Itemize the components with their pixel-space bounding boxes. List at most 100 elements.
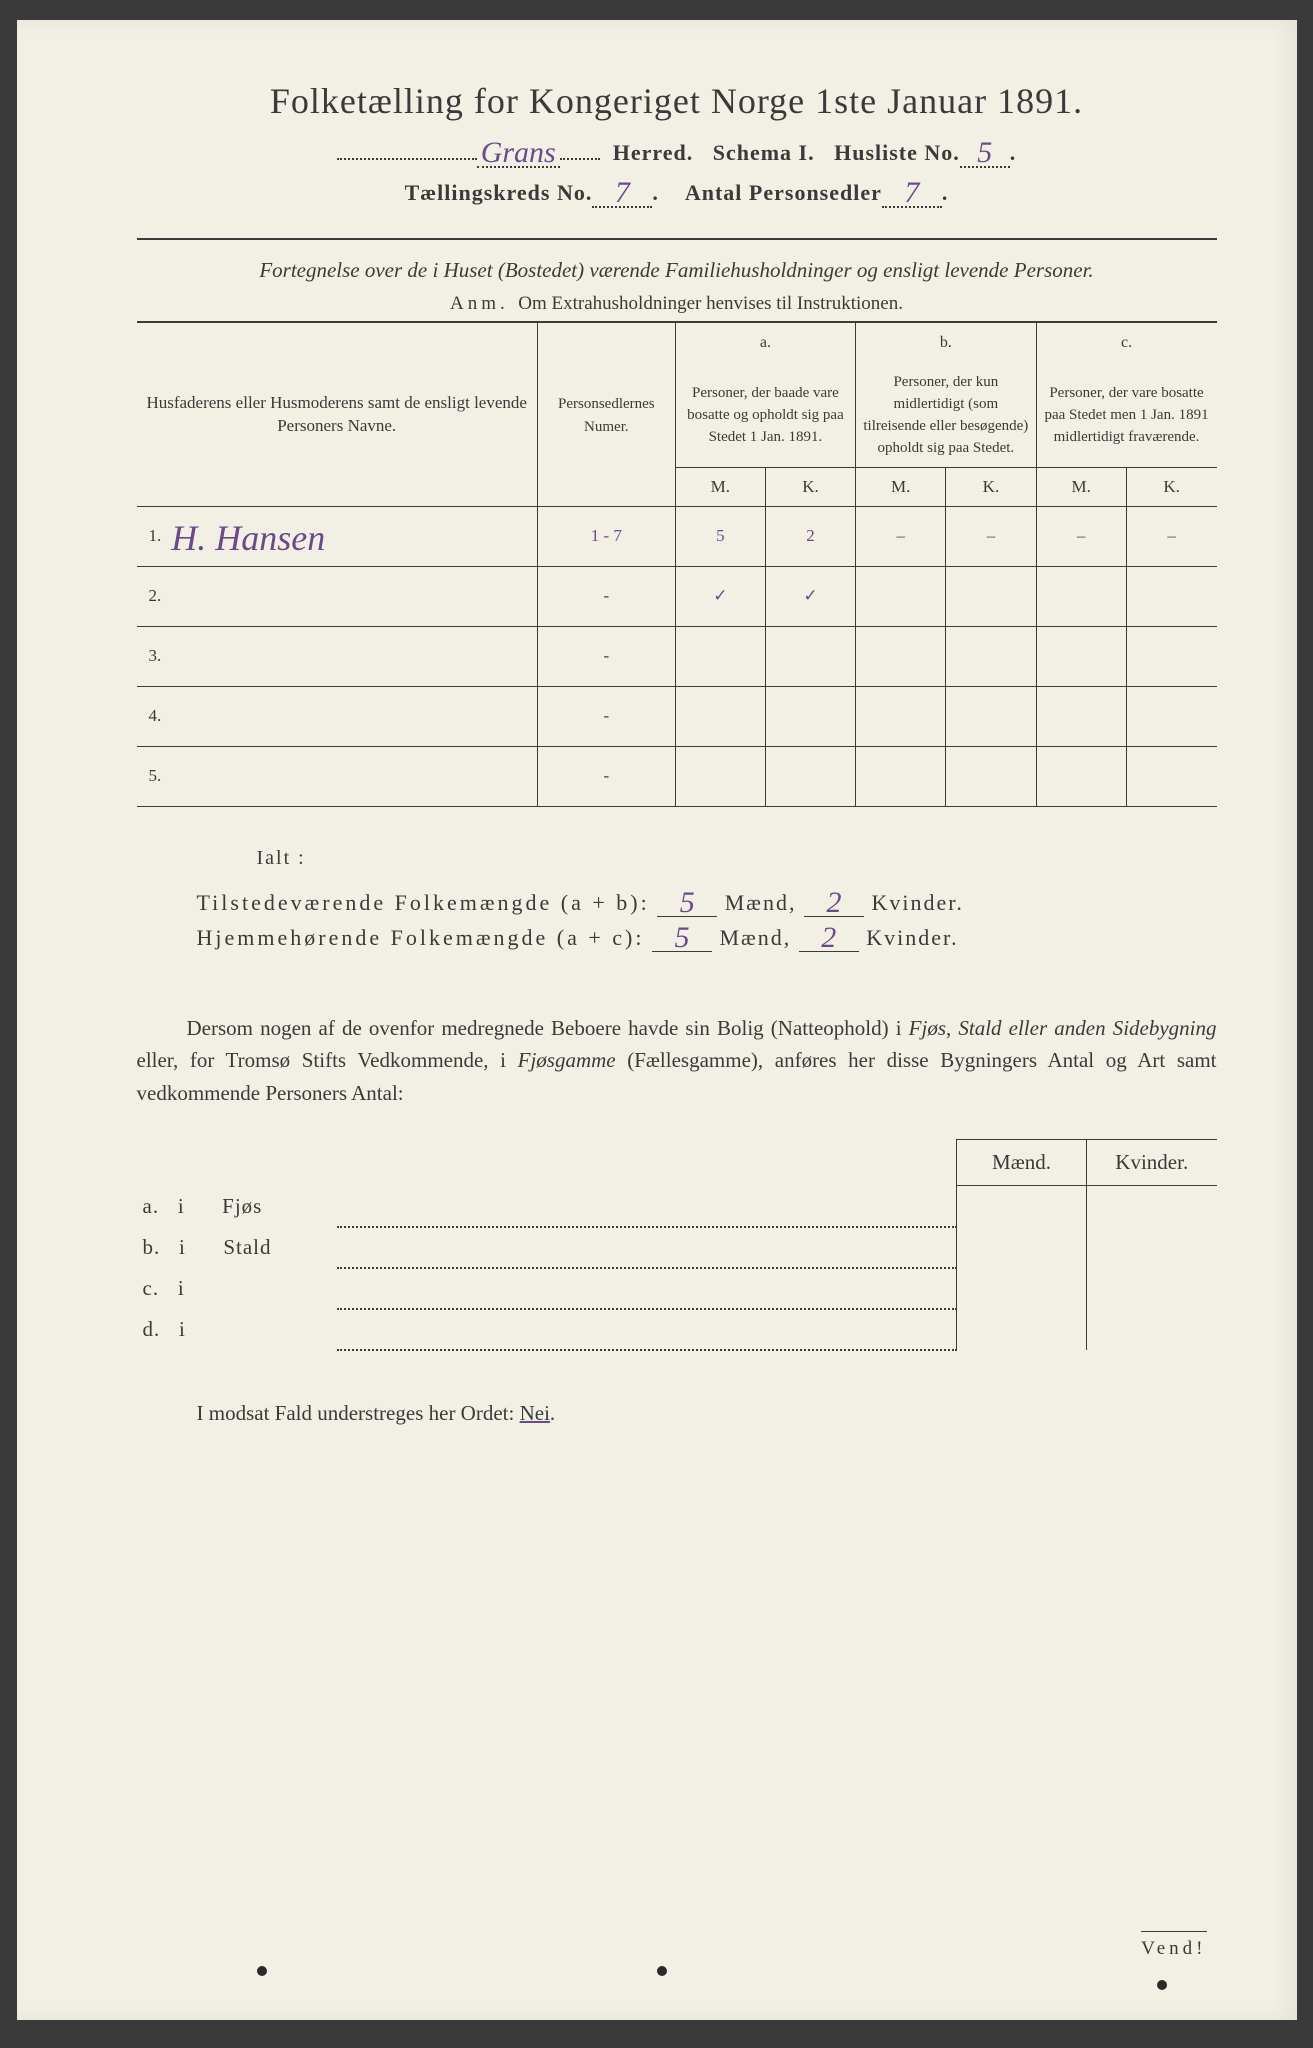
dots [337, 1186, 957, 1227]
cell [946, 686, 1036, 746]
cell [675, 686, 765, 746]
building-name: Fjøs [222, 1194, 262, 1218]
cell [765, 626, 855, 686]
ink-dot-icon [257, 1966, 267, 1976]
cell [946, 626, 1036, 686]
col-b-k: K. [946, 467, 1036, 506]
building-k [1087, 1227, 1217, 1268]
husliste-field: 5 [960, 140, 1010, 168]
col-name-header: Husfaderens eller Husmoderens samt de en… [137, 323, 538, 506]
cell [856, 626, 946, 686]
building-label-cell: b. i Stald [137, 1227, 337, 1268]
antal-field: 7 [882, 180, 942, 208]
summary-1-k: 2 [826, 892, 841, 913]
cell [1126, 626, 1216, 686]
table-row: 3. - [137, 626, 1217, 686]
divider-1 [137, 238, 1217, 240]
cell [1036, 686, 1126, 746]
cell-cm [1036, 566, 1126, 626]
building-m [957, 1268, 1087, 1309]
ink-dot-icon [1157, 1980, 1167, 1990]
summary-line-1: Tilstedeværende Folkemængde (a + b): 5 M… [197, 890, 1217, 917]
footer-text: I modsat Fald understreges her Ordet: [197, 1401, 520, 1425]
cell [1036, 746, 1126, 806]
col-c-header: Personer, der vare bosatte paa Stedet me… [1036, 362, 1216, 467]
buildings-maend-header: Mænd. [957, 1140, 1087, 1186]
row-number: 5. [137, 746, 538, 806]
building-letter: a. [143, 1194, 160, 1218]
summary-2-k: 2 [821, 927, 836, 948]
kvinder-label: Kvinder. [866, 925, 958, 950]
row-num: 1 - 7 [537, 506, 675, 566]
cell [765, 686, 855, 746]
summary-line-2: Hjemmehørende Folkemængde (a + c): 5 Mæn… [197, 925, 1217, 952]
cell [1126, 746, 1216, 806]
header-line-1: Grans Herred. Schema I. Husliste No.5. [137, 140, 1217, 168]
col-num-header: Personsedlernes Numer. [537, 323, 675, 506]
building-k [1087, 1309, 1217, 1350]
cell-bm [856, 566, 946, 626]
buildings-kvinder-header: Kvinder. [1087, 1140, 1217, 1186]
cell-am: 5 [675, 506, 765, 566]
col-a-header: Personer, der baade vare bosatte og opho… [675, 362, 855, 467]
kreds-field: 7 [592, 180, 652, 208]
table-row: 1. H. Hansen 1 - 7 5 2 – – – – [137, 506, 1217, 566]
summary-1-m: 5 [680, 892, 695, 913]
building-k [1087, 1186, 1217, 1227]
summary-2-k-field: 2 [799, 925, 859, 952]
row-num: - [537, 686, 675, 746]
col-num-text: Personsedlernes Numer. [558, 396, 655, 434]
para-d: Fjøsgamme [518, 1048, 616, 1072]
cell-ck [1126, 566, 1216, 626]
row-number: 4. [137, 686, 538, 746]
husliste-label: Husliste No. [834, 140, 960, 165]
table-row: 2. - ✓ ✓ [137, 566, 1217, 626]
building-letter: b. [143, 1235, 161, 1259]
spacer [337, 1140, 957, 1186]
kreds-dot: . [652, 180, 659, 205]
para-a: Dersom nogen af de ovenfor medregnede Be… [187, 1016, 909, 1040]
col-c-m: M. [1036, 467, 1126, 506]
building-label-cell: c. i [137, 1268, 337, 1309]
building-row: b. i Stald [137, 1227, 1217, 1268]
cell-am: ✓ [675, 566, 765, 626]
col-b-header: Personer, der kun midlertidigt (som tilr… [856, 362, 1036, 467]
row-number: 1. [149, 526, 162, 546]
instructions-paragraph: Dersom nogen af de ovenfor medregnede Be… [137, 1012, 1217, 1110]
building-name: Stald [223, 1235, 271, 1259]
row-num: - [537, 626, 675, 686]
table-row: 4. - [137, 686, 1217, 746]
husliste-dot: . [1010, 140, 1017, 165]
antal-label: Antal Personsedler [685, 180, 882, 205]
row-name-cell: 1. H. Hansen [137, 506, 538, 566]
cell-cm: – [1036, 506, 1126, 566]
col-b-m: M. [856, 467, 946, 506]
herred-value: Grans [481, 142, 556, 163]
table-row: 5. - [137, 746, 1217, 806]
husliste-value: 5 [977, 142, 992, 163]
page-title: Folketælling for Kongeriget Norge 1ste J… [137, 80, 1217, 122]
summary-1-label: Tilstedeværende Folkemængde (a + b): [197, 890, 650, 915]
summary-2-m: 5 [674, 927, 689, 948]
cell [856, 746, 946, 806]
household-table: Husfaderens eller Husmoderens samt de en… [137, 323, 1217, 806]
row-name: H. Hansen [171, 526, 325, 551]
building-label-cell: a. i Fjøs [137, 1186, 337, 1227]
cell-bk: – [946, 506, 1036, 566]
footer-nei: Nei [520, 1401, 550, 1425]
anm-line: Anm. Om Extrahusholdninger henvises til … [137, 293, 1217, 315]
row-num: - [537, 746, 675, 806]
ink-dot-icon [657, 1966, 667, 1976]
footer-dot: . [550, 1401, 555, 1425]
cell [675, 626, 765, 686]
cell [1036, 626, 1126, 686]
building-m [957, 1227, 1087, 1268]
dots [337, 1268, 957, 1309]
cell [856, 686, 946, 746]
anm-label: Anm. [450, 293, 509, 314]
census-form-page: Folketælling for Kongeriget Norge 1ste J… [17, 20, 1297, 2020]
summary-1-m-field: 5 [657, 890, 717, 917]
col-b-letter: b. [856, 323, 1036, 362]
summary-2-m-field: 5 [652, 925, 712, 952]
building-i: i [179, 1235, 186, 1259]
